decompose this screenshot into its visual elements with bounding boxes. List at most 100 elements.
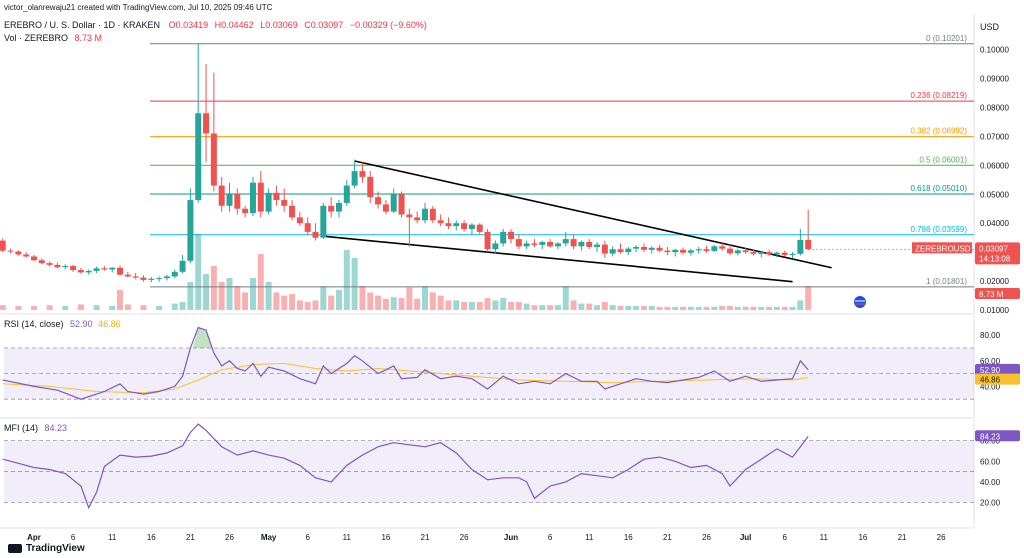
volume-value: 8.73 M [74, 33, 103, 43]
candle-body-16 [124, 274, 131, 277]
volume-bar-58 [531, 305, 538, 310]
volume-bar-82 [719, 306, 726, 310]
fib-label-0: 0 (0.10201) [926, 34, 967, 43]
time-axis-tick-14: 11 [585, 533, 594, 542]
volume-bar-64 [578, 303, 585, 310]
candle-body-47 [367, 176, 374, 198]
price-axis-tick-6: 0.04000 [980, 219, 1009, 228]
volume-bar-69 [617, 306, 624, 310]
us-flag-icon [854, 296, 866, 308]
volume-bar-7 [109, 306, 116, 310]
candle-body-64 [500, 231, 507, 244]
volume-bar-19 [226, 278, 233, 310]
volume-bar-55 [508, 302, 515, 310]
symbol-name[interactable]: EREBRO / U. S. Dollar · 1D · KRAKEN [4, 20, 161, 30]
candle-body-66 [515, 239, 522, 247]
candle-body-85 [664, 250, 671, 253]
trendline-0 [354, 160, 832, 269]
volume-bar-30 [312, 300, 319, 310]
candle-body-92 [719, 246, 726, 249]
volume-bar-20 [234, 286, 241, 310]
volume-bar-14 [187, 282, 194, 310]
volume-bar-56 [515, 302, 522, 310]
candle-body-17 [132, 276, 139, 278]
volume-bar-35 [351, 258, 358, 310]
volume-bar-34 [343, 250, 350, 310]
candle-body-82 [640, 246, 647, 250]
tradingview-logo[interactable]: TradingView [8, 543, 85, 554]
tradingview-brand: TradingView [26, 543, 85, 554]
price-axis-tick-3: 0.07000 [980, 132, 1009, 141]
symbol-tag-bg [912, 242, 972, 254]
candle-body-41 [320, 205, 327, 238]
candle-body-22 [171, 271, 178, 277]
volume-bar-61 [554, 305, 561, 310]
time-axis-tick-3: 16 [147, 533, 156, 542]
price-axis-tick-9: 0.01000 [980, 306, 1009, 315]
candle-body-65 [508, 231, 515, 240]
candle-body-103 [805, 239, 812, 250]
currency-label[interactable]: USD [980, 22, 1000, 32]
rsi-tag-bg [975, 363, 1020, 375]
candle-body-39 [304, 223, 311, 232]
mfi-tag-value: 84.23 [980, 432, 1001, 441]
candle-body-25 [195, 113, 202, 201]
candle-body-42 [328, 205, 335, 212]
price-axis-tick-2: 0.08000 [980, 103, 1009, 112]
candle-body-12 [93, 268, 100, 271]
volume-legend: Vol · ZEREBRO 8.73 M [4, 33, 102, 43]
price-axis-tick-5: 0.05000 [980, 190, 1009, 199]
candle-body-91 [711, 246, 718, 251]
volume-bar-8 [117, 290, 124, 310]
candle-body-54 [422, 208, 428, 221]
candle-body-60 [468, 224, 475, 229]
candle-body-87 [680, 249, 687, 253]
candle-body-6 [46, 263, 53, 265]
candle-body-81 [633, 246, 640, 249]
candle-body-29 [226, 194, 233, 206]
rsi-ma-tag-value: 46.86 [980, 376, 1001, 385]
volume-bar-27 [289, 294, 296, 310]
price-axis-tick-4: 0.06000 [980, 161, 1009, 170]
volume-bar-5 [77, 304, 84, 310]
candle-body-88 [687, 250, 694, 253]
rsi-label: RSI (14, close) [4, 319, 64, 329]
candle-body-102 [797, 239, 804, 254]
volume-bar-6 [93, 305, 100, 310]
volume-label: Vol · ZEREBRO [4, 33, 69, 43]
close-label: C [304, 20, 311, 30]
time-axis-tick-12: Jun [504, 533, 518, 542]
mfi-line [2, 423, 809, 510]
candle-body-86 [672, 249, 679, 253]
candle-body-53 [414, 217, 421, 221]
volume-bar-47 [445, 300, 452, 310]
volume-bar-24 [265, 282, 272, 310]
candle-body-75 [586, 242, 593, 247]
candle-body-78 [609, 249, 616, 254]
volume-bar-40 [390, 297, 397, 310]
candle-body-31 [242, 208, 249, 214]
mfi-axis-tick-3: 20.00 [980, 499, 1001, 508]
rsi-tag-value: 52.90 [980, 366, 1001, 375]
volume-bar-67 [601, 302, 608, 310]
volume-bar-92 [797, 300, 804, 310]
candle-body-27 [210, 133, 217, 186]
volume-bar-9 [124, 304, 131, 310]
candle-body-49 [382, 204, 389, 212]
attribution-text: victor_olanrewaju21 created with Trading… [4, 3, 273, 12]
high-label: H [214, 20, 222, 30]
candle-body-40 [312, 231, 319, 238]
volume-bar-31 [320, 286, 327, 310]
fib-label-6: 1 (0.01801) [926, 277, 967, 286]
rsi-axis-tick-0: 80.00 [980, 331, 1001, 340]
open-value: 0.03419 [175, 20, 209, 30]
candle-body-28 [218, 185, 225, 206]
symbol-tag-text: ZEREBROUSD [915, 244, 971, 253]
volume-bar-87 [758, 306, 765, 310]
volume-bar-93 [805, 286, 812, 310]
volume-bar-42 [406, 287, 413, 310]
candle-body-69 [539, 242, 546, 245]
volume-bar-17 [210, 266, 217, 310]
volume-bar-75 [664, 306, 671, 310]
